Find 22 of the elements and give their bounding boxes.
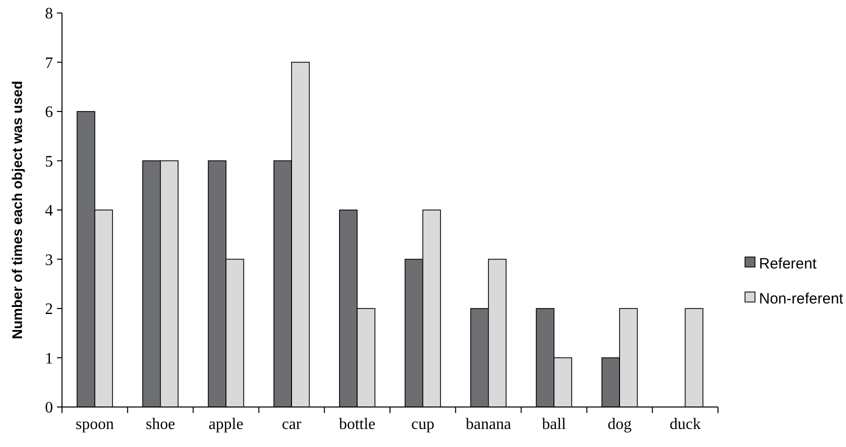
y-axis-title: Number of times each object was used <box>9 80 25 340</box>
y-tick-label: 1 <box>45 350 53 368</box>
x-tick-label: banana <box>466 416 512 433</box>
x-tick-label: duck <box>670 416 701 433</box>
x-tick-label: shoe <box>146 416 176 433</box>
y-tick-label: 4 <box>45 202 53 220</box>
legend-label: Referent <box>759 255 818 272</box>
y-tick-label: 2 <box>45 301 53 318</box>
y-tick-label: 5 <box>45 153 53 170</box>
x-tick-label: cup <box>411 416 434 433</box>
legend-label: Non-referent <box>759 290 844 308</box>
y-tick-label: 3 <box>45 252 53 269</box>
x-tick-label: spoon <box>76 416 114 433</box>
x-tick-label: dog <box>608 416 632 433</box>
x-tick-label: ball <box>542 416 567 433</box>
x-tick-label: car <box>282 416 302 433</box>
y-tick-label: 6 <box>45 104 53 122</box>
y-tick-label: 7 <box>45 54 53 72</box>
y-tick-label: 0 <box>45 400 53 417</box>
x-tick-label: apple <box>208 416 244 433</box>
x-tick-label: bottle <box>338 416 376 433</box>
y-tick-label: 8 <box>45 6 53 23</box>
